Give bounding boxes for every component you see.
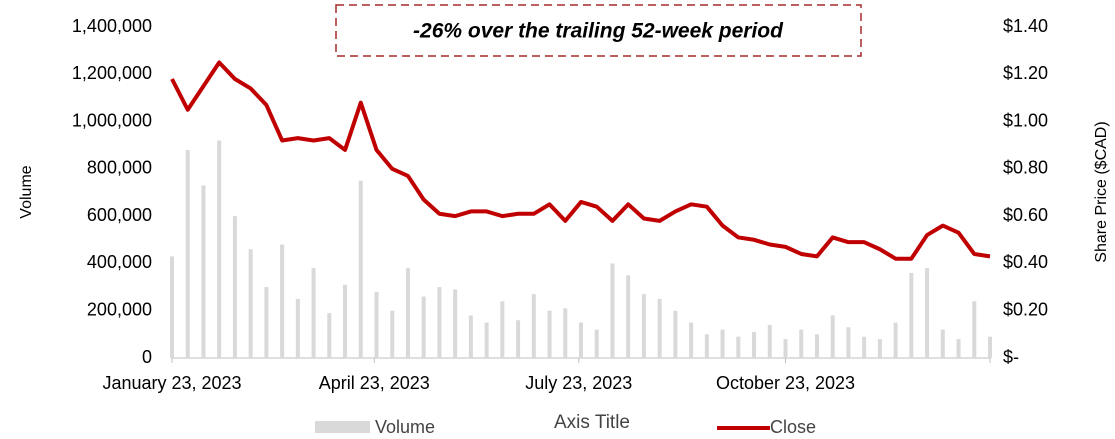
x-tick-label: April 23, 2023 [319,373,430,393]
volume-bar [641,294,646,358]
y2-tick-label: $1.00 [1003,110,1048,130]
volume-bar [421,296,426,358]
volume-bar [689,322,694,358]
volume-bar [626,275,631,358]
y-tick-label: 1,200,000 [72,63,152,83]
volume-bar [736,336,741,358]
y2-tick-label: $0.20 [1003,299,1048,319]
volume-bar [877,339,882,358]
volume-bar [264,287,269,358]
volume-bar [405,268,410,358]
volume-bar [295,298,300,358]
y-axis-label: Volume [18,165,35,218]
volume-bar [374,291,379,358]
legend-label: Close [770,417,816,437]
y-tick-label: 1,000,000 [72,110,152,130]
volume-bar [453,289,458,358]
volume-bar [862,336,867,358]
legend-swatch [315,421,370,433]
x-tick-label: October 23, 2023 [716,373,855,393]
volume-bar [516,320,521,358]
volume-bar [594,329,599,358]
volume-bar [657,298,662,358]
volume-bar [846,327,851,358]
y-tick-label: 1,400,000 [72,16,152,36]
legend-label: Volume [375,417,435,437]
y2-tick-label: $0.80 [1003,158,1048,178]
volume-bar [799,329,804,358]
volume-bar [311,268,316,358]
volume-bar [437,287,442,358]
y-tick-label: 200,000 [87,299,152,319]
volume-bar [704,334,709,358]
close-line [170,60,991,261]
volume-bar [579,322,583,358]
volume-bar [468,315,473,358]
y2-axis-label: Share Price ($CAD) [1093,121,1110,262]
volume-bar [232,216,237,358]
y-tick-label: 800,000 [87,158,152,178]
volume-bar [327,313,332,358]
volume-bar [752,331,757,358]
volume-bar [217,140,222,358]
y2-tick-label: $1.20 [1003,63,1048,83]
x-axis-label: Axis Title [554,412,630,433]
x-tick-label: July 23, 2023 [525,373,632,393]
volume-bar [500,301,505,358]
volume-bar [201,185,206,358]
volume-bar [673,310,678,358]
volume-bar [767,324,772,358]
volume-bar [814,334,819,358]
y2-tick-label: $0.60 [1003,205,1048,225]
annotation: -26% over the trailing 52-week period [413,20,784,43]
volume-bar [547,310,552,358]
volume-bar [988,336,992,358]
annotation-box [335,4,862,57]
volume-bar [343,284,348,358]
volume-bar [720,329,725,358]
volume-bar [893,322,898,358]
volume-bar [940,329,945,358]
y-tick-label: 400,000 [87,252,152,272]
volume-bar [185,149,190,358]
y2-tick-label: $1.40 [1003,16,1048,36]
volume-bar [925,268,930,358]
volume-bar [170,256,174,358]
volume-bar [531,294,536,358]
x-tick-label: January 23, 2023 [102,373,241,393]
volume-bar [484,322,489,358]
volume-bar [972,301,977,358]
y-tick-label: 600,000 [87,205,152,225]
volume-bar [248,249,253,358]
volume-bar [783,339,788,358]
y2-tick-label: $0.40 [1003,252,1048,272]
volume-bar [390,310,395,358]
y2-tick-label: $- [1003,347,1019,367]
volume-bar [563,308,568,358]
volume-bar [358,180,363,358]
volume-bar [956,339,961,358]
volume-bar [610,263,615,358]
volume-bar [909,272,914,358]
volume-bar [280,244,285,358]
volume-bar [830,315,835,358]
y-tick-label: 0 [142,347,152,367]
